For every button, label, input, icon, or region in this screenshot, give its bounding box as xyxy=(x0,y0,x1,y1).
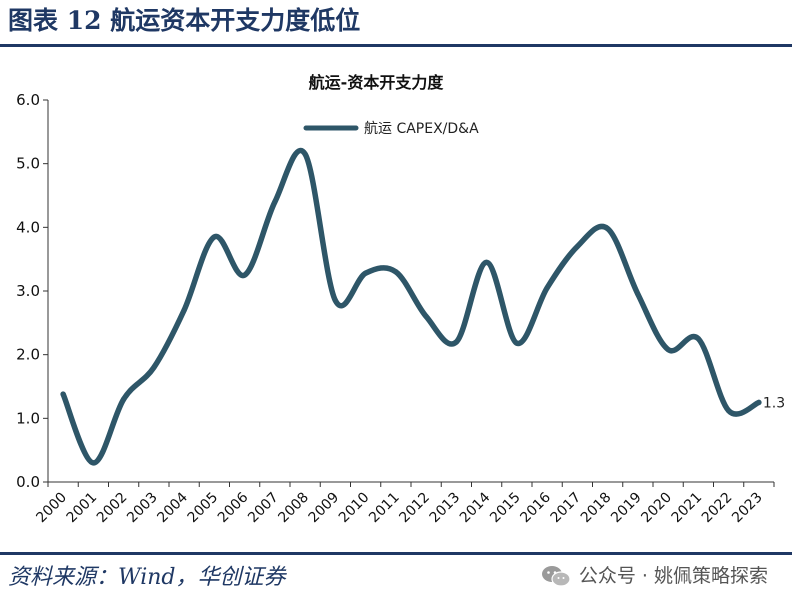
watermark: 公众号 · 姚佩策略探索 xyxy=(541,558,768,594)
data-point xyxy=(181,307,187,313)
x-tick-label: 2014 xyxy=(457,489,494,526)
x-tick-label: 2021 xyxy=(669,490,706,527)
chart-title: 航运-资本开支力度 xyxy=(309,73,445,92)
data-point xyxy=(332,297,338,304)
y-tick-label: 1.0 xyxy=(16,409,40,427)
x-tick-label: 2001 xyxy=(64,490,101,527)
x-tick-label: 2003 xyxy=(124,490,161,527)
data-point xyxy=(665,346,671,353)
source-note: 资料来源：Wind，华创证券 xyxy=(8,565,286,590)
legend: 航运 CAPEX/D&A xyxy=(303,121,479,137)
x-tick-label: 2016 xyxy=(517,489,554,526)
x-tick-label: 2018 xyxy=(578,490,615,527)
x-tick-label: 2015 xyxy=(487,490,524,527)
x-tick-label: 2007 xyxy=(245,490,282,527)
line-chart: 航运-资本开支力度 航运 CAPEX/D&A 0.0 1.0 2.0 3.0 4.0 5.… xyxy=(16,73,785,527)
data-point xyxy=(635,291,641,297)
y-tick-label: 2.0 xyxy=(16,346,40,364)
x-tick-label: 2004 xyxy=(154,489,191,526)
data-point xyxy=(121,396,127,402)
x-tick-label: 2006 xyxy=(215,489,252,526)
data-point xyxy=(242,272,248,278)
data-point xyxy=(302,151,308,157)
watermark-text: 公众号 · 姚佩策略探索 xyxy=(578,565,768,587)
x-tick-label: 2005 xyxy=(185,490,222,527)
x-tick-label: 2020 xyxy=(638,490,675,527)
header-rule xyxy=(0,44,792,47)
x-tick-label: 2002 xyxy=(94,490,131,527)
y-tick-label: 0.0 xyxy=(16,473,40,491)
y-tick-label: 3.0 xyxy=(16,282,40,300)
data-point xyxy=(423,313,429,320)
x-tick-label: 2023 xyxy=(729,490,766,527)
data-point xyxy=(695,336,701,342)
figure-title: 图表 12 航运资本开支力度低位 xyxy=(8,6,361,35)
data-point xyxy=(90,460,96,466)
end-value-label: 1.3 xyxy=(763,395,785,411)
footer-rule xyxy=(0,552,792,555)
x-tick-label: 2019 xyxy=(608,490,645,527)
x-tick-label: 2009 xyxy=(306,490,343,527)
data-point xyxy=(151,364,157,370)
y-tick-label: 4.0 xyxy=(16,218,40,236)
x-tick-label: 2011 xyxy=(366,490,403,527)
x-tick-label: 2013 xyxy=(427,490,464,527)
data-point xyxy=(544,285,550,291)
x-tick-label: 2010 xyxy=(336,490,373,527)
legend-label: 航运 CAPEX/D&A xyxy=(364,121,479,137)
x-tick-label: 2022 xyxy=(699,490,736,527)
y-tick-label: 5.0 xyxy=(16,155,40,173)
data-point xyxy=(574,243,580,250)
data-point xyxy=(60,391,66,397)
x-tick-label: 2017 xyxy=(548,490,585,527)
data-point xyxy=(726,408,732,414)
data-point xyxy=(756,399,762,406)
data-point xyxy=(453,339,459,345)
x-tick-label: 2012 xyxy=(396,490,433,527)
y-tick-label: 6.0 xyxy=(16,91,40,109)
data-point xyxy=(272,199,278,205)
data-point xyxy=(363,270,369,276)
data-point xyxy=(514,340,520,346)
data-point xyxy=(605,226,611,232)
x-tick-label: 2008 xyxy=(275,490,312,527)
x-tick-label: 2000 xyxy=(33,490,70,527)
series-line xyxy=(60,148,762,466)
data-point xyxy=(393,269,399,275)
wechat-icon xyxy=(541,566,571,587)
data-point xyxy=(211,234,217,240)
data-point xyxy=(484,259,490,265)
